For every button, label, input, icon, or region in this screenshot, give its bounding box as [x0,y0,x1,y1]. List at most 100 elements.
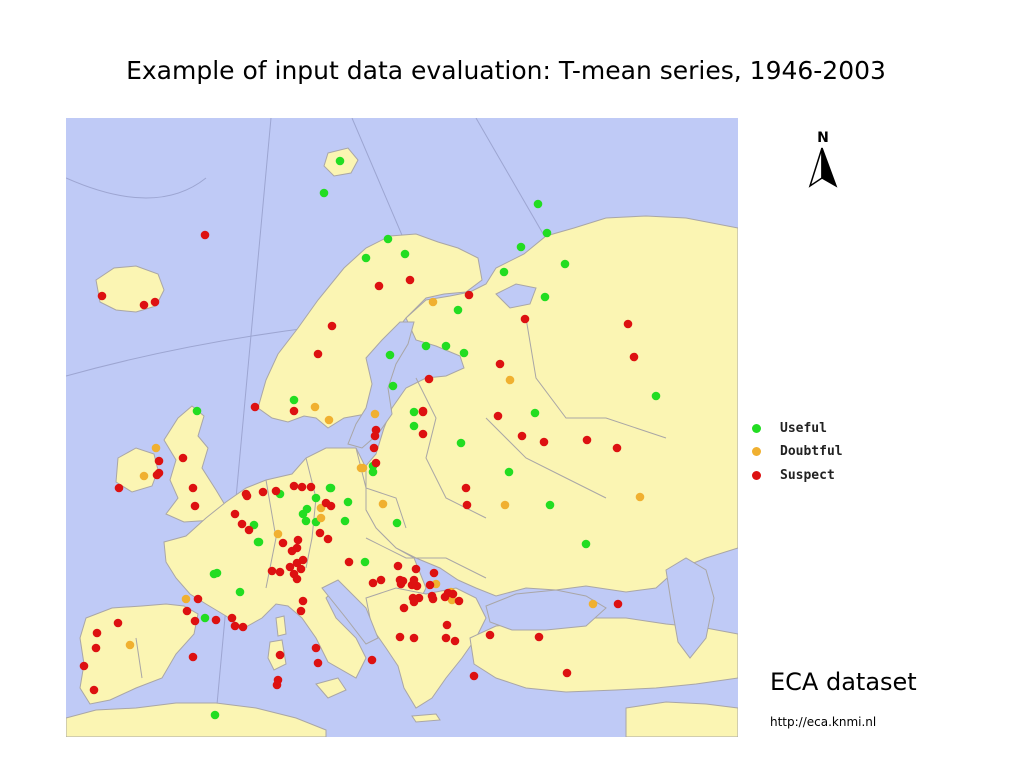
suspect-station-marker [188,483,198,493]
suspect-station-marker [188,652,198,662]
doubtful-station-marker [588,599,598,609]
suspect-station-marker [267,566,277,576]
suspect-station-marker [273,675,283,685]
doubtful-station-marker [316,513,326,523]
useful-station-marker [361,253,371,263]
useful-station-marker [192,406,202,416]
suspect-station-marker [292,574,302,584]
white-sea [495,283,537,309]
doubtful-station-marker [370,409,380,419]
suspect-station-marker [238,622,248,632]
suspect-station-marker [371,458,381,468]
scandinavia-land [257,233,483,429]
suspect-station-marker [250,402,260,412]
station-markers [79,156,661,720]
suspect-station-marker [424,374,434,384]
suspect-station-marker [629,352,639,362]
suspect-station-marker [582,435,592,445]
suspect-station-marker [182,606,192,616]
suspect-station-marker [114,483,124,493]
suspect-station-marker [211,615,221,625]
useful-station-marker [326,483,336,493]
doubtful-station-marker [139,471,149,481]
suspect-station-marker [493,411,503,421]
doubtful-station-marker [356,463,366,473]
useful-station-marker [212,568,222,578]
corsica-land [275,615,287,637]
station-map [66,118,738,737]
adriatic-sea [321,579,379,645]
side-panel [738,118,870,658]
suspect-station-marker [178,453,188,463]
suspect-station-marker [368,578,378,588]
useful-station-marker [289,395,299,405]
doubtful-station-marker [500,500,510,510]
useful-station-marker [392,518,402,528]
suspect-station-marker [440,592,450,602]
suspect-station-marker [399,603,409,613]
suspect-station-marker [395,575,405,585]
suspect-station-marker [289,406,299,416]
legend-useful-label: Useful [780,421,827,436]
useful-station-marker [335,156,345,166]
suspect-station-marker [289,481,299,491]
crete-land [411,713,441,723]
dataset-url[interactable]: http://eca.knmi.nl [770,715,877,729]
useful-station-marker [298,509,308,519]
suspect-station-marker [113,618,123,628]
useful-station-marker [319,188,329,198]
suspect-station-marker [97,291,107,301]
suspect-station-marker [409,575,419,585]
suspect-station-marker [461,483,471,493]
suspect-station-marker [315,528,325,538]
suspect-station-marker [227,613,237,623]
north-africa-land [66,702,327,737]
useful-station-marker [545,500,555,510]
suspect-station-marker [344,557,354,567]
suspect-station-marker [237,519,247,529]
useful-station-marker [540,292,550,302]
useful-station-marker [533,199,543,209]
suspect-station-marker [244,525,254,535]
suspect-station-marker [323,534,333,544]
suspect-station-marker [395,632,405,642]
suspect-station-marker [287,546,297,556]
balkans-land [365,587,487,709]
suspect-station-marker [369,443,379,453]
doubtful-station-marker [428,297,438,307]
doubtful-station-marker [151,443,161,453]
suspect-station-marker [495,359,505,369]
useful-station-marker [340,516,350,526]
doubtful-station-marker [324,415,334,425]
useful-station-marker [409,421,419,431]
suspect-station-marker [418,406,428,416]
useful-station-marker [383,234,393,244]
suspect-station-marker [296,606,306,616]
doubtful-station-marker [505,375,515,385]
suspect-station-marker [376,575,386,585]
suspect-station-marker [409,597,419,607]
suspect-dot-icon [752,471,761,480]
suspect-station-marker [89,685,99,695]
useful-station-marker [516,242,526,252]
baltic-sea [347,321,415,449]
suspect-station-marker [278,538,288,548]
suspect-station-marker [613,599,623,609]
suspect-station-marker [418,429,428,439]
suspect-station-marker [190,501,200,511]
doubtful-station-marker [378,499,388,509]
suspect-station-marker [517,431,527,441]
suspect-station-marker [313,349,323,359]
suspect-station-marker [534,632,544,642]
useful-station-marker [400,249,410,259]
iberia-land [79,603,199,705]
suspect-station-marker [462,500,472,510]
useful-station-marker [459,348,469,358]
useful-station-marker [542,228,552,238]
doubtful-station-marker [310,402,320,412]
suspect-station-marker [427,591,437,601]
suspect-station-marker [271,486,281,496]
suspect-station-marker [139,300,149,310]
suspect-station-marker [441,633,451,643]
suspect-station-marker [405,275,415,285]
